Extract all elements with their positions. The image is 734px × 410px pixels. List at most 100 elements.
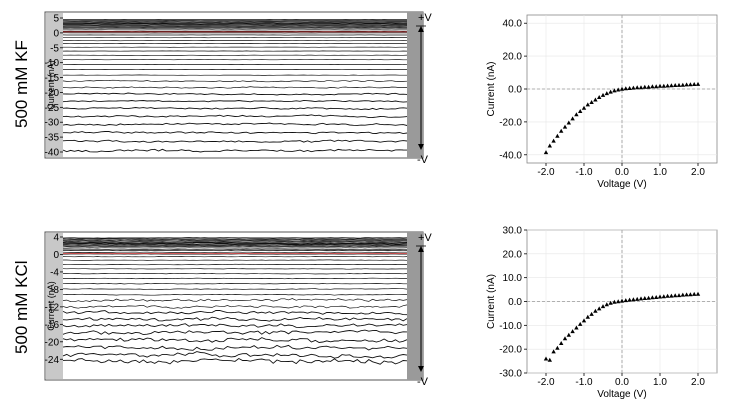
y-tick-label: -25 <box>45 103 60 114</box>
trace-line <box>62 243 408 245</box>
y-axis-title: Current (nA) <box>46 60 56 110</box>
data-point <box>654 84 659 89</box>
x-axis-title: Voltage (V) <box>597 389 646 400</box>
data-point <box>650 295 655 300</box>
x-tick-label: -1.0 <box>575 377 593 388</box>
iv-panel-1: -2.0 -1.0 0.0 1.0 2.0 40.0 20.0 0.0 -20.0 -40.0 Vo… <box>486 14 718 190</box>
data-point <box>665 83 670 88</box>
voltage-arrow-head-down <box>418 366 424 372</box>
trace-line <box>62 282 407 285</box>
data-point <box>692 291 697 296</box>
trace-line <box>62 329 408 336</box>
x-tick-label: 0.0 <box>615 167 629 178</box>
data-point <box>616 299 621 304</box>
trace-line <box>62 309 408 316</box>
data-point <box>627 86 632 90</box>
voltage-arrow-head-up <box>418 26 424 32</box>
data-point <box>646 84 651 89</box>
data-point <box>669 293 674 298</box>
trace-line <box>62 122 408 126</box>
data-point <box>578 321 583 326</box>
data-point <box>593 97 598 102</box>
y-tick-label: -8 <box>50 285 59 296</box>
right-gray-band <box>407 12 423 158</box>
data-point <box>562 336 568 341</box>
trace-line <box>62 99 408 103</box>
trace-line <box>62 272 408 275</box>
data-point <box>650 84 655 89</box>
trace-line <box>63 259 408 261</box>
data-point <box>585 314 590 319</box>
y-tick-label: 30.0 <box>503 226 523 237</box>
data-point <box>589 311 594 316</box>
data-point <box>692 82 697 86</box>
data-point <box>551 138 556 143</box>
data-point <box>585 102 590 107</box>
data-point <box>661 294 666 299</box>
data-point <box>600 304 606 309</box>
data-point <box>566 120 571 125</box>
data-point <box>642 296 647 300</box>
data-point <box>619 86 625 91</box>
x-tick-label: -2.0 <box>537 167 555 178</box>
trace-line <box>62 268 407 270</box>
data-point <box>581 105 587 110</box>
x-tick-label: 1.0 <box>653 167 667 178</box>
data-point <box>589 100 594 104</box>
trace-line <box>62 337 408 343</box>
data-point <box>543 356 549 361</box>
y-tick-label: -15 <box>45 73 60 84</box>
trace-frame <box>44 11 424 159</box>
trace-line <box>62 323 408 328</box>
data-point <box>669 83 674 88</box>
x-tick-label: 2.0 <box>691 377 705 388</box>
data-point <box>570 116 575 121</box>
y-tick-label: -12 <box>45 302 60 313</box>
trace-line <box>62 237 408 239</box>
trace-line <box>62 148 408 153</box>
data-point <box>612 88 617 93</box>
y-tick-label: -20 <box>45 88 60 99</box>
y-tick-label: 0 <box>53 28 59 39</box>
trace-line <box>62 239 407 242</box>
x-tick-label: 1.0 <box>653 377 667 388</box>
data-point <box>688 82 693 87</box>
trace-line <box>62 86 408 89</box>
data-point <box>627 297 632 302</box>
data-point <box>608 300 613 305</box>
data-point <box>623 298 628 303</box>
y-tick-label: -24 <box>45 355 60 366</box>
y-tick-label: 0.0 <box>508 85 522 96</box>
data-point <box>676 82 682 87</box>
y-axis-title: Current (nA) <box>486 61 497 116</box>
plus-voltage-label: +V <box>418 12 432 24</box>
data-point <box>604 91 609 96</box>
y-tick-label: 0 <box>53 250 59 261</box>
data-point <box>570 329 575 334</box>
x-tick-label: -1.0 <box>575 167 593 178</box>
y-tick-label: -10 <box>45 58 60 69</box>
data-point <box>661 83 666 88</box>
data-point <box>562 124 568 129</box>
trace-panel-0: 5 0 -5 -10 -15 -20 -25 -30 -35 -40 Current (nA) +V -… <box>44 11 432 166</box>
trace-line <box>63 131 408 135</box>
data-point <box>631 85 636 90</box>
data-point <box>680 292 685 297</box>
left-gray-band <box>46 233 63 379</box>
trace-line <box>63 277 408 280</box>
y-tick-label: -20.0 <box>499 345 522 356</box>
data-point <box>551 349 556 354</box>
data-point <box>555 345 560 350</box>
left-gray-band <box>46 13 63 157</box>
trace-line <box>62 344 408 351</box>
iv-panel-3: -2.0 -1.0 0.0 1.0 2.0 30.0 20.0 10.0 0.0 -10.0 -20… <box>486 226 718 400</box>
data-point <box>684 292 689 297</box>
trace-line <box>62 92 408 96</box>
x-tick-label: -2.0 <box>537 377 555 388</box>
voltage-arrow-head-up <box>418 246 424 252</box>
x-tick-label: 2.0 <box>691 167 705 178</box>
data-point <box>635 296 640 301</box>
data-point <box>657 83 663 88</box>
y-tick-label: 0.0 <box>508 297 522 308</box>
